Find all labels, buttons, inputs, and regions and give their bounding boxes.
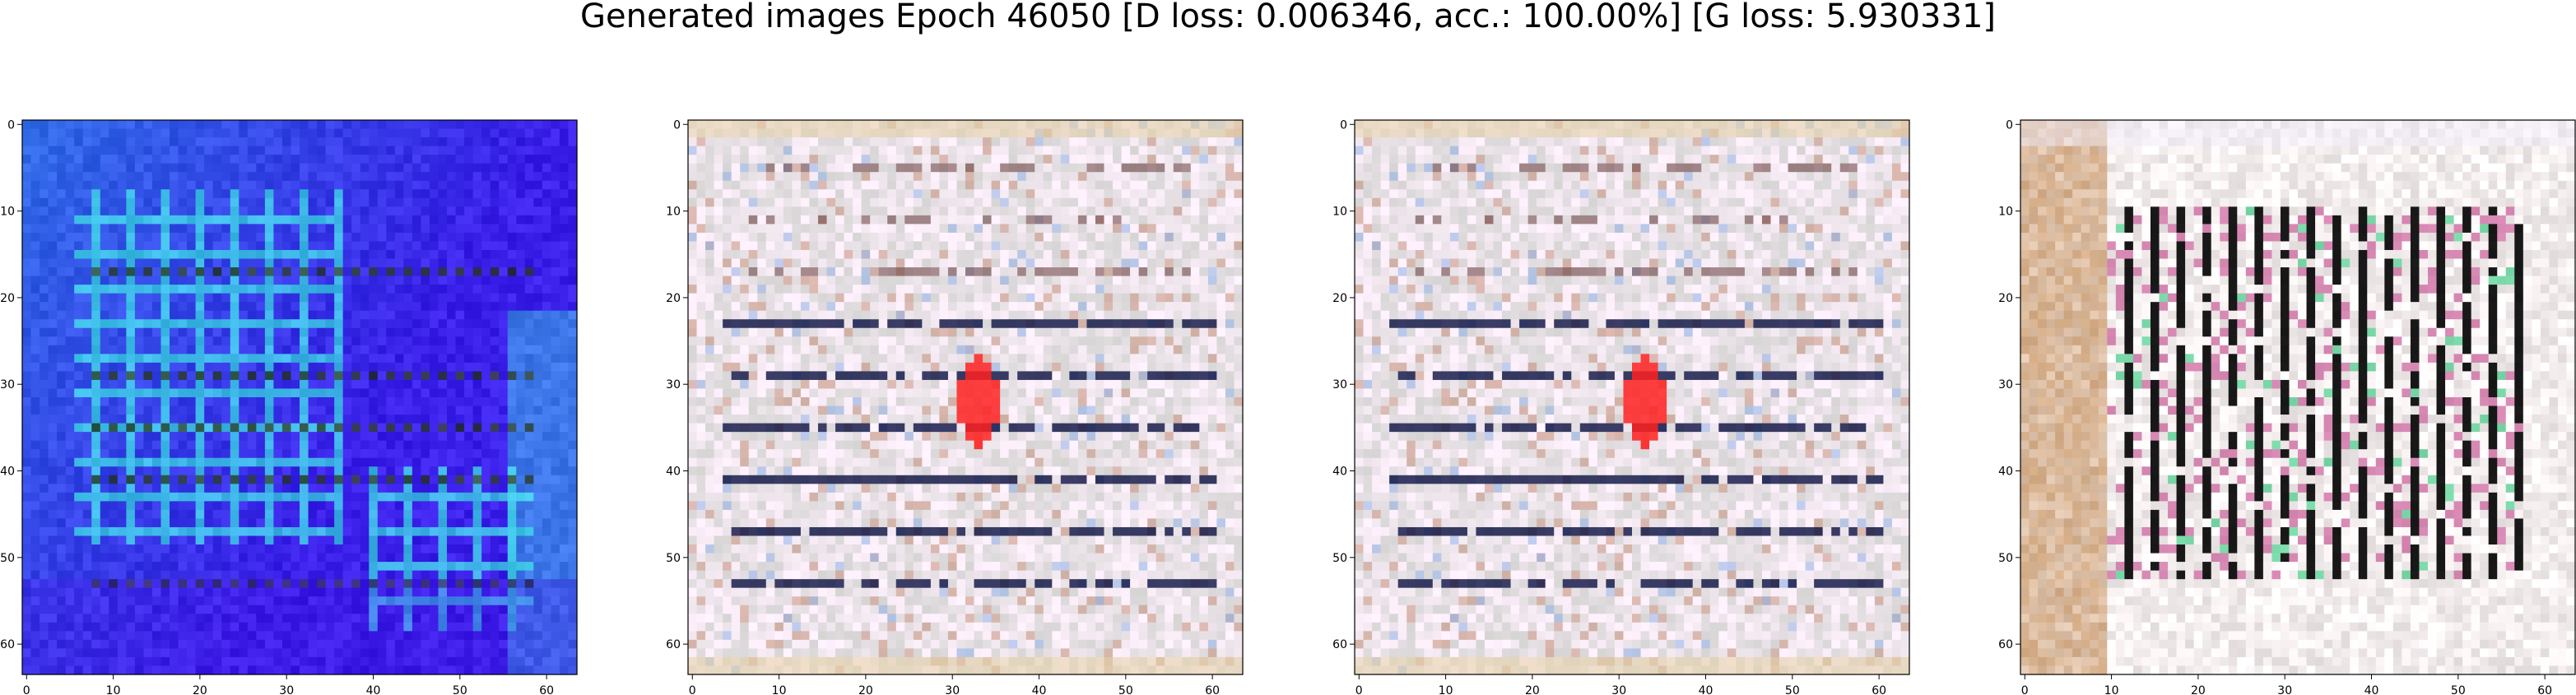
x-tick-label: 20 bbox=[858, 684, 873, 695]
axes-frame bbox=[1354, 119, 1910, 675]
x-tick-label: 40 bbox=[366, 684, 381, 695]
y-tick-label: 10 bbox=[1332, 206, 1347, 219]
x-tick-label: 20 bbox=[193, 684, 207, 695]
y-tick-label: 40 bbox=[1332, 466, 1347, 479]
x-tick-label: 50 bbox=[1118, 684, 1133, 695]
subplot-3: 0 10 20 30 40 50 60 0 10 20 30 40 50 60 bbox=[1332, 118, 1910, 695]
y-tick-label: 0 bbox=[2006, 118, 2013, 132]
y-tick-label: 30 bbox=[666, 378, 681, 392]
y-tick-label: 20 bbox=[1998, 292, 2013, 305]
y-tick-label: 40 bbox=[1998, 466, 2013, 479]
y-tick-label: 30 bbox=[1998, 378, 2013, 392]
x-tick-label: 30 bbox=[1611, 684, 1626, 695]
x-tick-label: 40 bbox=[1699, 684, 1713, 695]
x-tick-label: 10 bbox=[1439, 684, 1453, 695]
x-tick-label: 0 bbox=[23, 684, 30, 695]
y-tick-label: 50 bbox=[0, 552, 15, 565]
axes-frame bbox=[2020, 119, 2576, 675]
subplot-1: 0 10 20 30 40 50 60 0 10 20 30 40 50 60 bbox=[0, 118, 578, 695]
y-tick-label: 50 bbox=[1998, 552, 2013, 565]
x-tick-label: 40 bbox=[1032, 684, 1047, 695]
x-tick-label: 30 bbox=[945, 684, 960, 695]
heatmap-image bbox=[2020, 120, 2576, 675]
axes-frame bbox=[687, 119, 1244, 675]
y-tick-label: 20 bbox=[666, 292, 681, 305]
heatmap-image bbox=[22, 120, 578, 675]
y-tick-label: 10 bbox=[1998, 206, 2013, 219]
subplot-4: 0 10 20 30 40 50 60 0 10 20 30 40 50 60 bbox=[1998, 118, 2576, 695]
x-tick-label: 30 bbox=[279, 684, 294, 695]
y-tick-label: 0 bbox=[1340, 118, 1347, 132]
x-tick-label: 50 bbox=[2451, 684, 2466, 695]
x-tick-label: 20 bbox=[2191, 684, 2206, 695]
y-tick-label: 40 bbox=[0, 466, 15, 479]
x-tick-label: 10 bbox=[2104, 684, 2119, 695]
y-tick-label: 60 bbox=[1998, 638, 2013, 651]
x-tick-label: 10 bbox=[772, 684, 787, 695]
x-tick-label: 60 bbox=[1205, 684, 1220, 695]
y-tick-label: 20 bbox=[0, 292, 15, 305]
x-tick-label: 0 bbox=[1355, 684, 1363, 695]
y-tick-label: 30 bbox=[1332, 378, 1347, 392]
y-tick-label: 30 bbox=[0, 378, 15, 392]
x-tick-label: 50 bbox=[1785, 684, 1800, 695]
x-tick-label: 50 bbox=[453, 684, 467, 695]
figure-title: Generated images Epoch 46050 [D loss: 0.… bbox=[579, 0, 1997, 35]
axes-frame bbox=[21, 119, 578, 675]
x-tick-label: 60 bbox=[2537, 684, 2552, 695]
y-tick-label: 10 bbox=[666, 206, 681, 219]
y-tick-label: 40 bbox=[666, 466, 681, 479]
y-tick-label: 0 bbox=[7, 118, 15, 132]
x-tick-label: 10 bbox=[106, 684, 121, 695]
y-tick-label: 60 bbox=[0, 638, 15, 651]
y-tick-label: 60 bbox=[666, 638, 681, 651]
x-tick-label: 60 bbox=[539, 684, 554, 695]
y-tick-label: 50 bbox=[666, 552, 681, 565]
y-tick-label: 50 bbox=[1332, 552, 1347, 565]
y-tick-label: 20 bbox=[1332, 292, 1347, 305]
subplot-2: 0 10 20 30 40 50 60 0 10 20 30 40 50 60 bbox=[666, 118, 1244, 695]
x-tick-label: 60 bbox=[1872, 684, 1886, 695]
x-tick-label: 30 bbox=[2277, 684, 2292, 695]
x-tick-label: 0 bbox=[2021, 684, 2029, 695]
x-tick-label: 0 bbox=[689, 684, 696, 695]
y-tick-label: 10 bbox=[0, 206, 15, 219]
heatmap-image bbox=[1355, 120, 1910, 675]
y-tick-label: 0 bbox=[673, 118, 681, 132]
x-tick-label: 20 bbox=[1525, 684, 1540, 695]
heatmap-image bbox=[688, 120, 1244, 675]
x-tick-label: 40 bbox=[2364, 684, 2379, 695]
y-tick-label: 60 bbox=[1332, 638, 1347, 651]
